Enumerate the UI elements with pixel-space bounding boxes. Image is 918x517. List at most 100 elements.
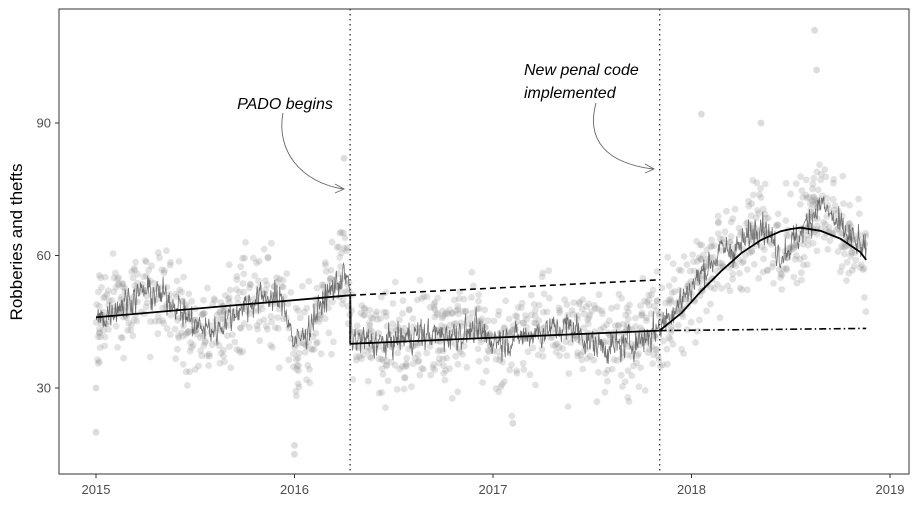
scatter-point — [809, 239, 817, 247]
scatter-point — [495, 311, 502, 319]
scatter-point — [490, 317, 498, 325]
scatter-point — [637, 311, 645, 319]
scatter-point — [561, 296, 569, 303]
scatter-point — [131, 266, 139, 274]
scatter-point — [585, 314, 593, 321]
scatter-point — [378, 389, 386, 396]
scatter-point — [242, 239, 249, 246]
scatter-point — [457, 319, 465, 327]
scatter-point — [651, 302, 658, 310]
scatter-point — [159, 317, 166, 324]
scatter-point — [508, 327, 516, 334]
scatter-point — [415, 357, 423, 364]
scatter-point — [205, 350, 213, 358]
scatter-point — [839, 172, 847, 180]
scatter-point — [382, 309, 390, 316]
scatter-point — [634, 352, 641, 360]
scatter-point — [468, 268, 476, 276]
scatter-point — [630, 362, 637, 370]
scatter-point — [128, 268, 136, 275]
daily-series-line — [95, 196, 867, 365]
scatter-point — [460, 295, 468, 303]
scatter-point — [198, 352, 206, 360]
scatter-point — [367, 354, 375, 362]
scatter-point — [625, 398, 633, 405]
scatter-point — [711, 242, 718, 250]
scatter-point — [338, 228, 345, 236]
scatter-point — [637, 302, 644, 309]
scatter-point — [146, 353, 154, 361]
scatter-point — [201, 309, 208, 317]
scatter-point — [804, 236, 812, 244]
scatter-point — [623, 325, 631, 333]
scatter-point — [262, 277, 269, 284]
scatter-point — [459, 307, 467, 315]
scatter-point — [697, 255, 705, 263]
scatter-point — [792, 252, 800, 260]
scatter-point — [759, 268, 767, 276]
scatter-point — [798, 187, 806, 195]
scatter-point — [429, 364, 437, 372]
scatter-point — [359, 351, 367, 359]
scatter-point — [683, 261, 691, 268]
scatter-point — [454, 302, 462, 310]
scatter-point — [675, 266, 683, 274]
scatter-point — [112, 322, 120, 330]
scatter-point — [711, 285, 718, 293]
scatter-point — [757, 194, 765, 202]
scatter-point — [366, 322, 374, 329]
scatter-point — [92, 384, 100, 392]
scatter-point — [306, 379, 314, 387]
scatter-point — [246, 323, 253, 331]
scatter-point — [100, 327, 107, 334]
scatter-point — [240, 288, 248, 296]
scatter-point — [367, 313, 375, 321]
scatter-point — [508, 412, 516, 420]
scatter-point — [375, 355, 383, 363]
scatter-point — [239, 254, 247, 262]
scatter-point — [234, 294, 242, 302]
scatter-point — [114, 281, 122, 289]
scatter-point — [513, 367, 520, 374]
scatter-point — [518, 304, 525, 311]
scatter-point — [308, 346, 316, 353]
annotation-arrowhead-2 — [644, 163, 656, 174]
scatter-point — [328, 350, 335, 358]
scatter-point — [817, 176, 825, 184]
scatter-point — [279, 283, 287, 291]
scatter-point — [831, 202, 839, 209]
scatter-point — [127, 321, 135, 329]
scatter-point — [108, 297, 116, 304]
scatter-point — [782, 179, 790, 187]
scatter-point — [226, 343, 233, 350]
scatter-point — [648, 291, 655, 299]
scatter-point — [519, 319, 527, 327]
scatter-point — [263, 325, 271, 333]
scatter-point — [462, 307, 470, 315]
scatter-point — [813, 247, 821, 255]
scatter-point — [454, 360, 462, 368]
scatter-point — [275, 305, 283, 313]
scatter-point — [792, 180, 800, 188]
scatter-point — [633, 359, 641, 367]
scatter-point — [443, 309, 450, 317]
scatter-point — [254, 325, 261, 333]
scatter-point — [414, 351, 422, 358]
scatter-point — [492, 356, 500, 363]
scatter-point — [184, 329, 192, 337]
scatter-point — [591, 305, 599, 312]
scatter-point — [580, 310, 588, 318]
scatter-point — [726, 287, 734, 295]
scatter-point — [391, 278, 399, 286]
scatter-point — [652, 346, 660, 353]
scatter-point — [624, 308, 632, 316]
scatter-point — [846, 201, 853, 209]
scatter-point — [176, 314, 184, 322]
scatter-point — [418, 295, 426, 302]
scatter-point — [452, 307, 460, 315]
scatter-point — [474, 325, 482, 333]
scatter-point — [369, 315, 377, 322]
x-tick-label: 2017 — [479, 482, 508, 497]
scatter-point — [456, 348, 464, 356]
scatter-point — [96, 302, 103, 310]
